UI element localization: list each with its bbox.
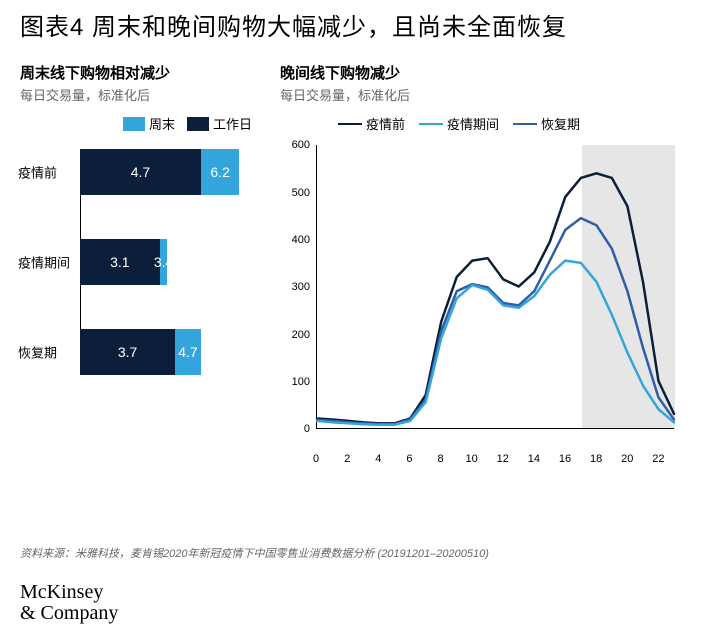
- x-tick-label: 8: [437, 453, 443, 465]
- bar-row: 疫情前4.76.2: [80, 149, 260, 195]
- bar-category-label: 疫情期间: [18, 253, 76, 272]
- bar-legend-item: 工作日: [187, 114, 252, 133]
- bar-seg-weekend: 3.4: [160, 239, 168, 285]
- x-tick-label: 20: [621, 453, 633, 465]
- x-tick-label: 16: [559, 453, 571, 465]
- bar-seg-weekend: 4.7: [175, 329, 201, 375]
- page-title: 图表4 周末和晚间购物大幅减少，且尚未全面恢复: [20, 12, 692, 44]
- title-area: 图表4 周末和晚间购物大幅减少，且尚未全面恢复: [0, 0, 712, 52]
- x-tick-label: 4: [375, 453, 381, 465]
- legend-label: 工作日: [213, 114, 252, 133]
- legend-label: 周末: [149, 114, 175, 133]
- bar-seg-weekend: 6.2: [201, 149, 240, 195]
- line-during: [317, 261, 674, 425]
- x-tick-label: 22: [652, 453, 664, 465]
- line-chart: 01002003004005006000246810121416182022: [280, 139, 680, 449]
- bar-category-label: 疫情前: [18, 163, 76, 182]
- line-recovery: [317, 219, 674, 425]
- bar-category-label: 恢复期: [18, 343, 76, 362]
- right-subtitle: 每日交易量，标准化后: [280, 85, 692, 104]
- x-tick-label: 6: [406, 453, 412, 465]
- x-tick-label: 10: [466, 453, 478, 465]
- bar-seg-workday: 3.7: [80, 329, 175, 375]
- line-legend: 疫情前 疫情期间 恢复期: [280, 114, 692, 133]
- y-tick-label: 600: [280, 139, 310, 151]
- left-subtitle: 每日交易量，标准化后: [20, 85, 260, 104]
- right-panel: 晚间线下购物减少 每日交易量，标准化后 疫情前 疫情期间 恢复期 0 100 200 30…: [260, 62, 692, 449]
- right-title: 晚间线下购物减少: [280, 62, 692, 83]
- bar-legend: 周末 工作日: [20, 114, 260, 133]
- line-legend-item: 恢复期: [513, 114, 580, 133]
- y-tick-label: 400: [280, 234, 310, 246]
- bar-chart: 疫情前4.76.2疫情期间3.13.4恢复期3.74.7: [20, 149, 260, 375]
- legend-label: 疫情期间: [447, 114, 499, 133]
- legend-line-marker: [338, 123, 362, 125]
- bar-row: 恢复期3.74.7: [80, 329, 260, 375]
- left-panel: 周末线下购物相对减少 每日交易量，标准化后 周末工作日 疫情前4.76.2疫情期…: [20, 62, 260, 449]
- x-tick-label: 14: [528, 453, 540, 465]
- legend-label: 恢复期: [541, 114, 580, 133]
- line-legend-item: 疫情期间: [419, 114, 499, 133]
- bar-row: 疫情期间3.13.4: [80, 239, 260, 285]
- x-tick-label: 0: [313, 453, 319, 465]
- y-tick-label: 100: [280, 376, 310, 388]
- y-tick-label: 200: [280, 329, 310, 341]
- brand-line2: & Company: [20, 603, 118, 624]
- brand-line1: McKinsey: [20, 582, 118, 603]
- legend-label: 疫情前: [366, 114, 405, 133]
- plot-area: [316, 145, 674, 429]
- bar-legend-item: 周末: [123, 114, 175, 133]
- brand-logo: McKinsey & Company: [20, 582, 118, 624]
- x-tick-label: 18: [590, 453, 602, 465]
- y-tick-label: 500: [280, 187, 310, 199]
- y-tick-label: 0: [280, 423, 310, 435]
- x-tick-label: 12: [497, 453, 509, 465]
- y-tick-label: 300: [280, 281, 310, 293]
- legend-swatch: [187, 117, 209, 131]
- line-legend-item: 疫情前: [338, 114, 405, 133]
- left-title: 周末线下购物相对减少: [20, 62, 260, 83]
- legend-line-marker: [513, 123, 537, 125]
- content-row: 周末线下购物相对减少 每日交易量，标准化后 周末工作日 疫情前4.76.2疫情期…: [0, 52, 712, 449]
- line-svg: [317, 145, 674, 428]
- bar-seg-workday: 4.7: [80, 149, 201, 195]
- legend-line-marker: [419, 123, 443, 125]
- bar-seg-workday: 3.1: [80, 239, 160, 285]
- legend-swatch: [123, 117, 145, 131]
- footer-source: 资料来源：米雅科技，麦肯锡2020年新冠疫情下中国零售业消费数据分析 (2019…: [20, 545, 489, 561]
- x-tick-label: 2: [344, 453, 350, 465]
